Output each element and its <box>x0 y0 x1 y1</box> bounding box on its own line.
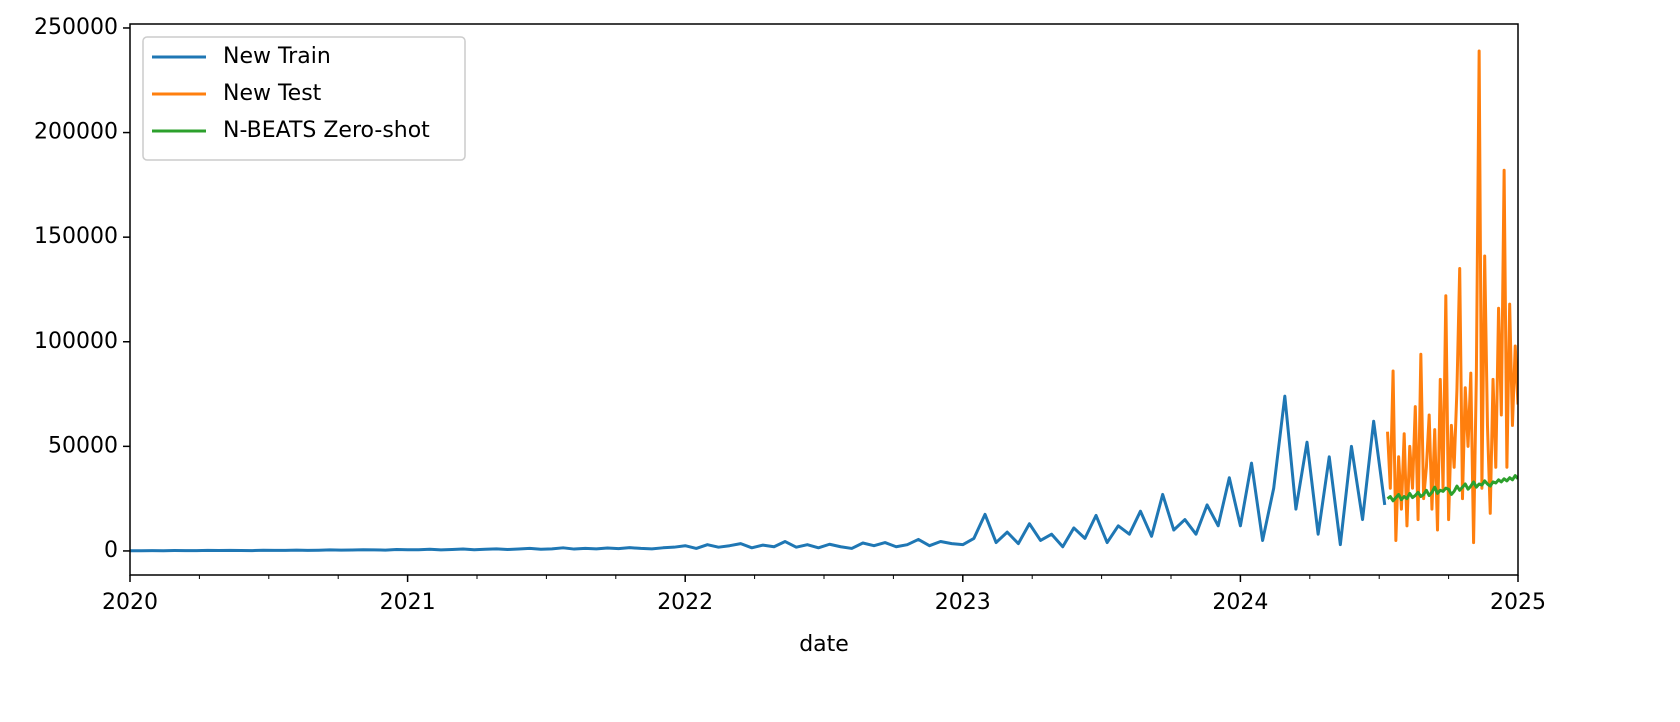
y-tick-label: 200000 <box>34 120 118 145</box>
y-tick-label: 100000 <box>34 329 118 354</box>
series-line <box>130 394 1387 553</box>
legend-label: New Test <box>223 81 322 106</box>
x-tick-label: 2024 <box>1212 590 1268 615</box>
y-tick-label: 0 <box>104 538 118 563</box>
legend-label: N-BEATS Zero-shot <box>223 118 430 143</box>
x-tick-label: 2021 <box>380 590 436 615</box>
series-line <box>1386 474 1518 503</box>
x-tick-label: 2020 <box>102 590 158 615</box>
x-tick-label: 2023 <box>935 590 991 615</box>
x-axis-label: date <box>799 632 849 657</box>
y-tick-label: 50000 <box>48 433 118 458</box>
x-tick-label: 2022 <box>657 590 713 615</box>
y-tick-label: 250000 <box>34 15 118 40</box>
x-tick-label: 2025 <box>1490 590 1546 615</box>
legend-box <box>142 36 466 161</box>
legend-label: New Train <box>223 44 331 69</box>
y-tick-label: 150000 <box>34 224 118 249</box>
plot-frame <box>129 23 1519 576</box>
series-line <box>1386 49 1518 545</box>
